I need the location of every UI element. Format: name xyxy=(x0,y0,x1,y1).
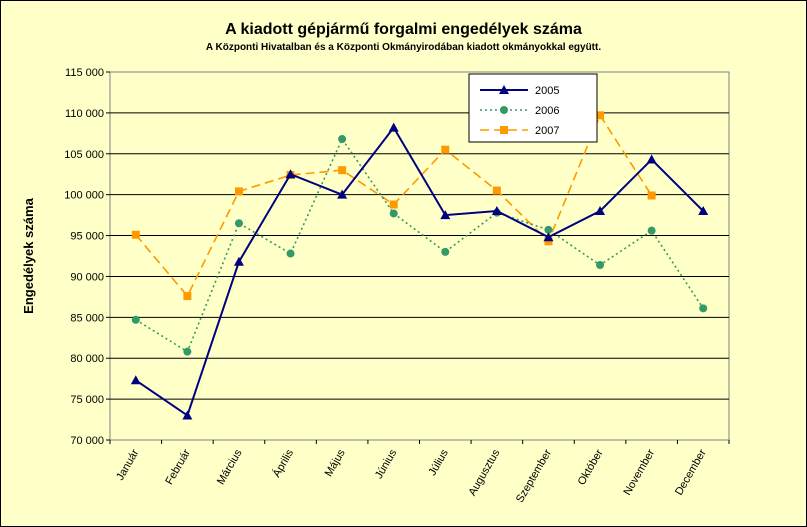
data-point-2006 xyxy=(234,219,243,228)
gridlines xyxy=(110,112,729,400)
data-point-2005 xyxy=(491,206,502,216)
x-tick-label: November xyxy=(621,447,657,497)
data-point-2006 xyxy=(441,247,450,256)
data-point-2006 xyxy=(647,226,656,235)
data-point-2006 xyxy=(131,315,140,324)
series-line-2005 xyxy=(135,125,704,418)
chart-subtitle: A Központi Hivatalban és a Központi Okmá… xyxy=(205,42,602,53)
series-line-2006 xyxy=(135,137,704,353)
y-tick-label: 105 000 xyxy=(64,149,104,161)
data-point-2007 xyxy=(647,191,656,200)
chart-title: A kiadott gépjármű forgalmi engedélyek s… xyxy=(225,21,582,38)
x-tick-label: Március xyxy=(215,447,245,487)
legend-marker-2005 xyxy=(499,85,509,94)
y-tick-label: 85 000 xyxy=(70,312,104,324)
data-point-2006 xyxy=(286,249,295,258)
x-tick-label: Május xyxy=(323,447,348,479)
x-tick-label: Október xyxy=(576,447,606,487)
plot-area xyxy=(109,71,730,441)
y-tick-label: 115 000 xyxy=(65,67,104,79)
legend-label-2006: 2006 xyxy=(535,105,559,117)
data-point-2005 xyxy=(337,189,348,199)
data-point-2006 xyxy=(338,135,347,144)
x-tick-label: Augusztus xyxy=(466,447,502,498)
x-tick-label: Január xyxy=(114,447,141,482)
data-point-2005 xyxy=(388,122,399,132)
data-point-2007 xyxy=(596,111,605,120)
data-point-2007 xyxy=(544,237,553,246)
data-point-2007 xyxy=(234,187,243,196)
series-2006 xyxy=(131,135,708,356)
data-point-2005 xyxy=(285,169,296,179)
data-point-2006 xyxy=(389,209,398,218)
y-axis-ticks: 70 000 75 000 80 000 85 000 90 000 95 000 100 … xyxy=(64,67,110,447)
x-tick-label: Február xyxy=(163,447,193,487)
data-point-2007 xyxy=(131,230,140,239)
legend-marker-2007 xyxy=(500,126,508,134)
series-2005 xyxy=(130,122,709,420)
data-point-2005 xyxy=(698,206,709,216)
data-point-2005 xyxy=(440,210,451,220)
legend-label-2005: 2005 xyxy=(535,85,559,97)
x-tick-label: Július xyxy=(426,447,451,478)
y-tick-label: 90 000 xyxy=(70,271,104,283)
data-point-2005 xyxy=(595,206,606,216)
y-tick-label: 110 000 xyxy=(65,108,104,120)
legend-box xyxy=(468,73,598,143)
legend: 2005 2006 2007 xyxy=(468,73,598,143)
y-tick-label: 75 000 xyxy=(70,394,104,406)
data-point-2007 xyxy=(441,145,450,154)
x-axis-ticks: Január Február Március Április Május Június Jú… xyxy=(109,440,730,505)
data-point-2006 xyxy=(596,260,605,269)
data-point-2007 xyxy=(492,186,501,195)
data-point-2005 xyxy=(130,375,141,385)
data-point-2006 xyxy=(183,347,192,356)
y-tick-label: 100 000 xyxy=(64,190,104,202)
data-point-2005 xyxy=(233,256,244,266)
y-tick-label: 80 000 xyxy=(70,353,104,365)
x-tick-label: Szeptember xyxy=(514,447,554,505)
y-axis-label: Engedélyek száma xyxy=(21,197,36,313)
data-point-2006 xyxy=(544,225,553,234)
data-point-2005 xyxy=(182,410,193,420)
y-tick-label: 95 000 xyxy=(70,231,104,243)
x-tick-label: Április xyxy=(270,447,296,480)
legend-marker-2006 xyxy=(500,106,508,114)
data-point-2007 xyxy=(389,200,398,209)
data-point-2006 xyxy=(699,304,708,313)
y-tick-label: 70 000 xyxy=(70,435,104,447)
x-tick-label: December xyxy=(673,447,709,497)
data-point-2005 xyxy=(646,154,657,164)
data-point-2005 xyxy=(543,232,554,242)
legend-label-2007: 2007 xyxy=(535,125,559,137)
data-point-2007 xyxy=(338,166,347,175)
data-point-2007 xyxy=(183,292,192,301)
series-layer xyxy=(130,111,709,420)
x-tick-label: Június xyxy=(373,447,400,481)
